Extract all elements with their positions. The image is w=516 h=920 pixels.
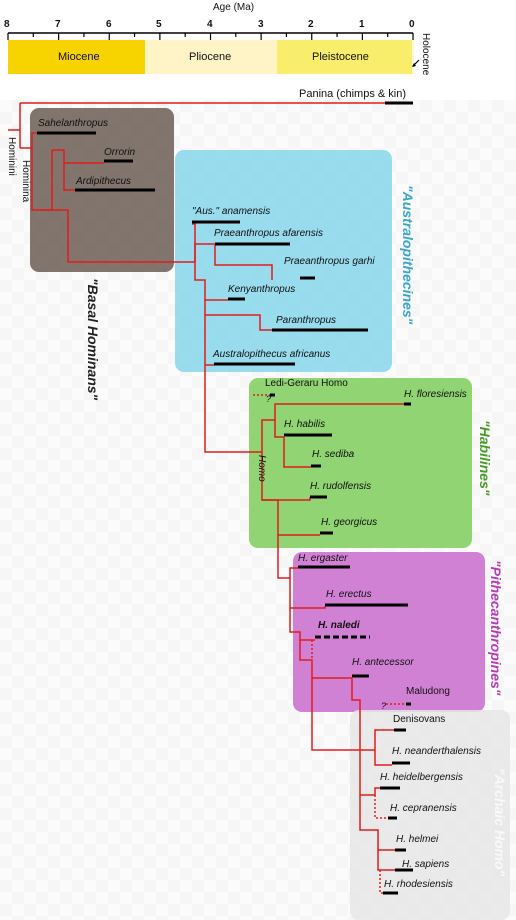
pithecanthropines-box [293,552,485,712]
uncertain-mark: ? [381,701,387,711]
epoch-miocene-label: Miocene [58,51,100,63]
taxon-label-rudolfensis: H. rudolfensis [310,481,372,492]
epoch-holocene-label: Holocene [420,33,431,76]
holocene-arrow-head [412,63,416,67]
clade-label-hominini: Hominini [6,137,17,176]
late-homo-box [350,710,510,920]
branch-helmei-stem [359,795,395,851]
group-title-australopithecines: "Australopithecines" [400,185,416,325]
axis-tick-label: 5 [156,19,162,30]
taxon-label-sediba: H. sediba [312,449,355,460]
taxon-label-georgicus: H. georgicus [321,517,378,528]
taxon-label-panina: Panina (chimps & kin) [299,88,406,100]
group-title-habilines: "Habilines" [477,420,493,496]
taxon-label-ardipithecus: Ardipithecus [76,176,132,187]
taxon-label-helmei: H. helmei [396,834,439,845]
branch-orrorin [52,149,104,164]
axis-tick-label: 6 [106,19,112,30]
branch-afarensis [194,243,215,262]
taxon-label-sahelanthropus: Sahelanthropus [38,118,109,129]
uncertain-mark: ? [266,394,272,404]
branch-garhi [214,244,273,280]
taxon-label-antecessor: H. antecessor [352,657,414,668]
branch-homo-root [204,365,262,453]
uncertain-branches [253,394,406,894]
branch-sediba [283,437,311,468]
taxon-label-cepranensis: H. cepranensis [390,803,457,814]
taxon-label-neanderthalensis: H. neanderthalensis [392,746,481,757]
taxon-label-floresiensis: H. floresiensis [404,389,467,400]
taxon-label-naledi: H. naledi [318,620,360,631]
epoch-miocene-band [8,40,145,74]
epoch-holocene-band [412,40,414,74]
taxon-label-sapiens: H. sapiens [402,859,450,870]
habilines-box [249,378,472,548]
group-title-pithecanthropines: "Pithecanthropines" [488,560,504,696]
taxon-label-habilis: H. habilis [284,419,326,430]
australopithecines-box [175,150,392,372]
branch-sapiens [377,850,395,871]
axis-tick-label: 8 [4,19,10,30]
epoch-pleistocene-label: Pleistocene [312,51,369,63]
taxon-label-rhodesiensis: H. rhodesiensis [384,879,453,890]
taxon-label-erectus: H. erectus [326,589,372,600]
axis-title: Age (Ma) [213,2,255,13]
taxon-label-maludong: Maludong [406,686,450,697]
branch-habilis [274,420,284,438]
clade-label-homo: Homo [256,455,267,482]
branch-neanderthalensis [374,750,392,766]
tree-branches [8,102,413,871]
epoch-pliocene-label: Pliocene [189,51,232,63]
group-title-archaic-homo: "Archaic Homo" [492,768,508,877]
branch-kenyanthropus-stem [194,262,228,301]
axis-tick-label: 2 [308,19,314,30]
taxon-label-ergaster: H. ergaster [298,553,348,564]
branch-rhodesiensis-dotted [379,870,383,894]
branch-naledi-stem [289,608,315,641]
taxon-label-heidelbergensis: H. heidelbergensis [380,772,463,783]
taxon-label-afarensis: Praeanthropus afarensis [214,228,323,239]
taxon-label-ledi-geraru: Ledi-Geraru Homo [265,378,348,389]
branch-hominina [31,148,40,211]
epoch-pliocene-band [145,40,277,74]
taxon-label-garhi: Praeanthropus garhi [284,256,375,267]
time-axis-ticks [7,33,414,40]
branch-georgicus [262,499,320,536]
branch-paranthropus [204,300,272,331]
taxon-label-anamensis: "Aus." anamensis [192,206,271,217]
branch-erectus [289,578,326,609]
branch-to-australopithecines [40,209,195,263]
axis-tick-label: 0 [409,19,415,30]
taxon-label-paranthropus: Paranthropus [276,315,337,326]
group-title-basal-hominans: "Basal Hominans" [85,278,101,401]
temporal-range-bars [37,101,413,895]
axis-tick-label: 7 [55,19,61,30]
axis-tick-label: 4 [207,19,213,30]
axis-tick-label: 1 [359,19,365,30]
branch-ardipithecus [63,163,75,191]
branch-antecessor [299,640,352,679]
taxon-label-africanus: Australopithecus africanus [213,349,331,360]
taxon-label-denisovans: Denisovans [393,714,446,725]
epoch-pleistocene-band [277,40,412,74]
branch-panina [19,102,413,148]
branch-sahelanthropus [20,132,37,149]
taxon-label-orrorin: Orrorin [104,147,136,158]
branch-late-homo [311,678,375,751]
branch-denisovans [374,729,394,750]
clade-label-hominina: Hominina [20,160,31,203]
axis-tick-label: 3 [258,19,264,30]
taxon-label-kenyanthropus: Kenyanthropus [228,284,296,295]
